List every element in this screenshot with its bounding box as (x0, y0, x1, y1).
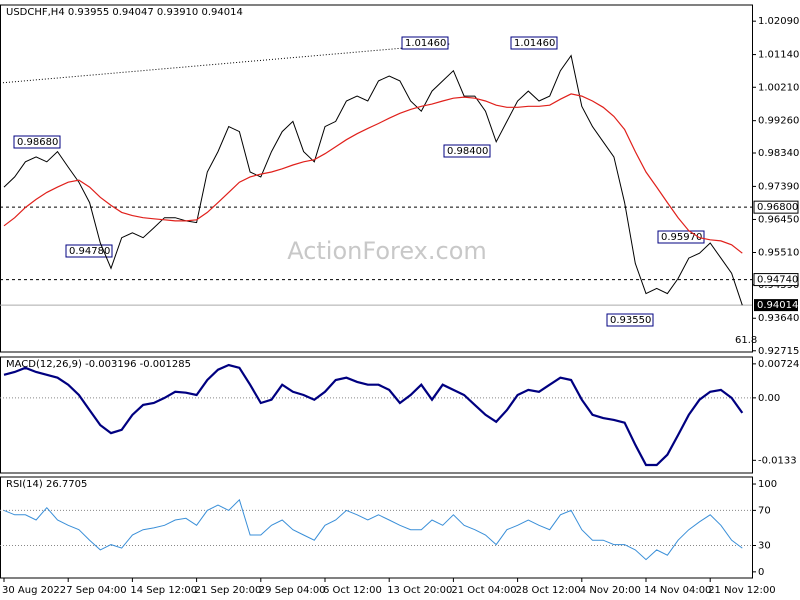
series-line (3, 54, 743, 306)
y-tick-label: 70 (758, 505, 771, 516)
y-tick-label: 30 (758, 541, 771, 552)
y-tick-label: 1.02090 (758, 16, 799, 27)
price-annotation: 1.01460 (405, 38, 446, 49)
level-box (753, 273, 799, 287)
panel-title: MACD(12,26,9) -0.003196 -0.001285 (6, 359, 191, 370)
y-tick-label: 0.93640 (758, 313, 799, 324)
price-annotation-box (657, 230, 705, 244)
price-annotation: 1.01460 (514, 38, 555, 49)
x-tick-label: 29 Sep 04:00 (259, 585, 326, 596)
price-annotation-box (13, 135, 61, 149)
price-annotation: 0.98680 (17, 137, 58, 148)
level-label: 0.94740 (757, 275, 798, 286)
x-tick-label: 4 Nov 20:00 (580, 585, 641, 596)
x-tick-label: 30 Aug 2022 (2, 585, 66, 596)
price-annotation-box (606, 313, 654, 327)
panel-frame (0, 476, 753, 579)
x-tick-label: 7 Sep 04:00 (66, 585, 126, 596)
series-line (3, 363, 744, 467)
price-annotation-box (401, 36, 449, 50)
x-tick-label: 6 Oct 12:00 (323, 585, 382, 596)
price-annotation-box (65, 244, 113, 258)
y-tick-label: 0.00724 (758, 359, 799, 370)
y-tick-label: 0.98340 (758, 148, 799, 159)
panel-frame (0, 356, 753, 474)
x-tick-label: 13 Oct 20:00 (387, 585, 452, 596)
price-annotation: 0.95970 (661, 232, 702, 243)
price-annotation: 0.94780 (69, 246, 110, 257)
watermark: ActionForex.com (287, 237, 487, 265)
y-tick-label: 1.01140 (758, 50, 799, 61)
x-tick-label: 14 Nov 04:00 (644, 585, 711, 596)
x-tick-label: 21 Sep 20:00 (195, 585, 262, 596)
level-label: 0.96800 (757, 202, 798, 213)
y-tick-label: 0.99260 (758, 116, 799, 127)
y-tick-label: 0.97390 (758, 181, 799, 192)
fib-label: 61.8 (735, 335, 757, 346)
level-box (753, 200, 799, 214)
y-tick-label: 0.92715 (758, 346, 799, 357)
panel-frame (0, 4, 753, 353)
last-price-box (754, 299, 798, 312)
panel-title: RSI(14) 26.7705 (6, 479, 87, 490)
series-line (3, 93, 743, 254)
panel-title: USDCHF,H4 0.93955 0.94047 0.93910 0.9401… (6, 7, 243, 18)
price-annotation: 0.93550 (610, 315, 651, 326)
price-annotation-box (443, 144, 491, 158)
y-tick-label: 0 (758, 567, 764, 578)
x-tick-label: 21 Nov 12:00 (708, 585, 775, 596)
trend-line (0, 43, 451, 84)
y-tick-label: 0.95510 (758, 248, 799, 259)
y-tick-label: -0.0133 (758, 455, 797, 466)
y-tick-label: 100 (758, 479, 777, 490)
y-tick-label: 0.96450 (758, 214, 799, 225)
y-tick-label: 1.00210 (758, 82, 799, 93)
series-line (3, 498, 743, 561)
price-annotation-box (510, 36, 558, 50)
price-annotation: 0.98400 (447, 146, 488, 157)
last-price-label: 0.94014 (757, 300, 798, 311)
y-tick-label: 0.00 (758, 393, 780, 404)
x-tick-label: 28 Oct 12:00 (516, 585, 581, 596)
x-tick-label: 14 Sep 12:00 (130, 585, 197, 596)
x-tick-label: 21 Oct 04:00 (451, 585, 516, 596)
